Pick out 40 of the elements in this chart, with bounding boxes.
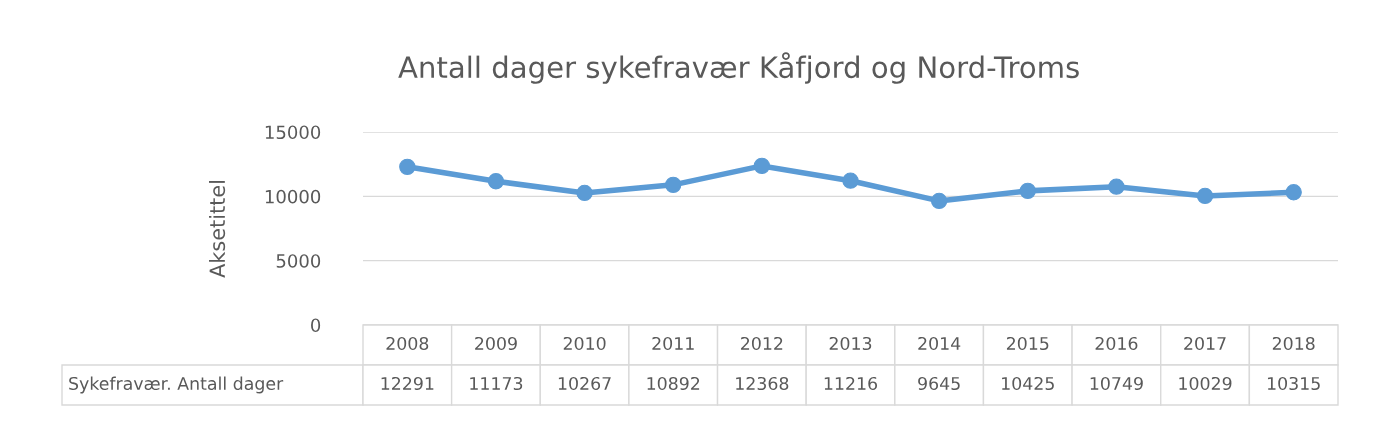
data-label: 10315 xyxy=(1267,376,1320,391)
y-axis-title: Aksetittel xyxy=(209,181,226,278)
data-label: 10425 xyxy=(1002,376,1054,391)
y-tick-label: 10000 xyxy=(265,189,321,204)
data-label: 10029 xyxy=(1179,376,1232,391)
x-tick-label: 2012 xyxy=(741,336,783,351)
x-tick-label: 2013 xyxy=(829,336,872,351)
point xyxy=(1108,178,1125,195)
chart-title: Antall dager sykefravær Kåfjord og Nord-Troms xyxy=(398,52,1079,84)
x-tick-label: 2010 xyxy=(563,336,606,351)
x-tick-label: 2015 xyxy=(1006,336,1049,351)
x-tick-label: 2008 xyxy=(386,336,429,351)
point xyxy=(1019,182,1036,200)
y-tick-label: 0 xyxy=(311,318,321,333)
data-label: 12368 xyxy=(736,376,789,391)
x-tick-label: 2011 xyxy=(652,336,694,351)
x-tick-label: 2016 xyxy=(1095,336,1138,351)
x-tick-label: 2018 xyxy=(1272,336,1315,351)
x-tick-label: 2014 xyxy=(918,336,961,351)
x-tick-label: 2017 xyxy=(1184,336,1226,351)
point xyxy=(930,192,948,210)
data-label: 11173 xyxy=(470,376,523,391)
point xyxy=(665,176,682,194)
point xyxy=(753,157,771,175)
x-tick-label: 2009 xyxy=(475,336,517,351)
point xyxy=(487,173,505,190)
data-label: 10749 xyxy=(1090,376,1143,391)
point xyxy=(399,158,416,176)
data-label: 10892 xyxy=(647,376,700,391)
text: Sykefravær. Antall dager xyxy=(69,376,284,394)
y-tick-label: 5000 xyxy=(276,254,321,268)
data-label: 9645 xyxy=(918,376,960,391)
point xyxy=(1196,187,1214,205)
data-label: 10267 xyxy=(558,376,611,391)
data-label: 11216 xyxy=(824,376,878,391)
y-tick-label: 15000 xyxy=(265,125,321,140)
point xyxy=(842,172,859,189)
data-label: 12291 xyxy=(381,376,434,391)
point xyxy=(1285,184,1302,201)
point xyxy=(576,184,593,202)
